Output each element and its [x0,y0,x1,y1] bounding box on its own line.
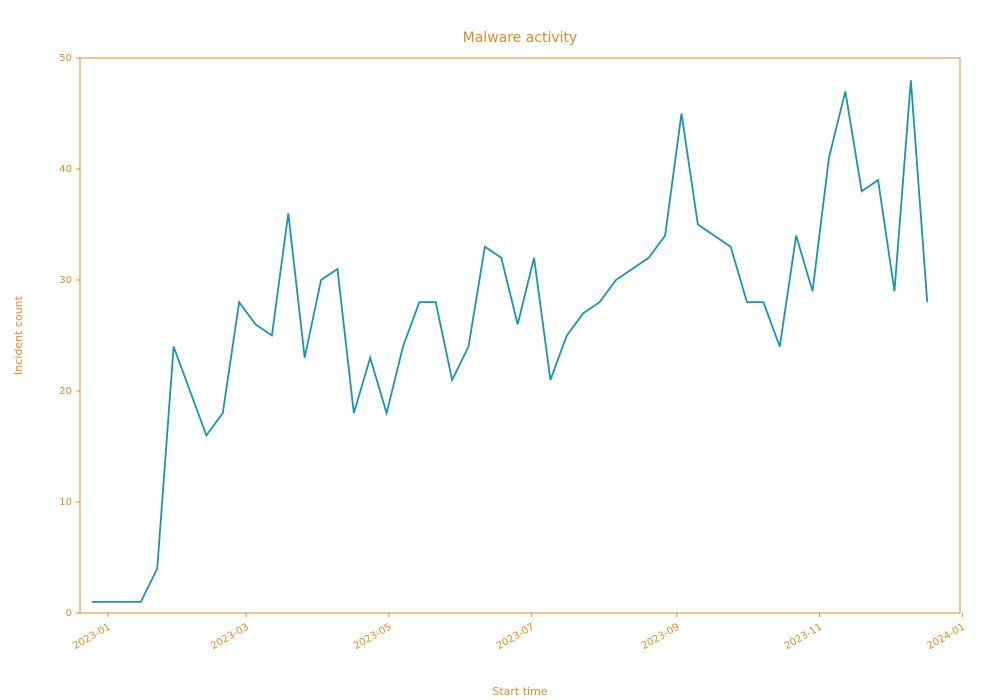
y-tick-label: 50 [59,53,72,64]
y-tick-label: 40 [59,164,72,175]
line-chart: 010203040502023-012023-032023-052023-072… [0,0,1000,700]
chart-title: Malware activity [463,30,578,46]
x-axis-label: Start time [492,685,547,698]
chart-container: 010203040502023-012023-032023-052023-072… [0,0,1000,700]
y-tick-label: 30 [59,275,72,286]
y-tick-label: 0 [66,608,72,619]
chart-background [0,0,1000,700]
y-tick-label: 10 [59,497,72,508]
y-tick-label: 20 [59,386,72,397]
y-axis-label: Incident count [12,295,25,375]
